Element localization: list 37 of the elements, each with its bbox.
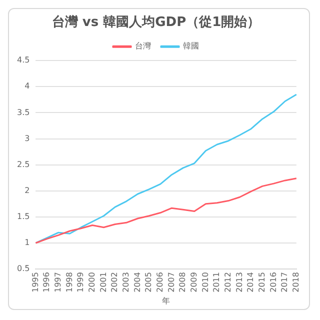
x-tick-label: 2017 — [280, 272, 290, 292]
x-tick-label: 2015 — [257, 272, 266, 292]
x-tick-label: 2009 — [189, 272, 198, 292]
x-tick-label: 1998 — [64, 272, 74, 292]
y-tick-label: 2.5 — [16, 160, 30, 169]
x-tick-label: 1997 — [53, 272, 62, 292]
y-tick-label: 2 — [24, 186, 30, 195]
y-tick-label: 4.5 — [16, 56, 30, 65]
x-tick-label: 2000 — [87, 272, 96, 292]
y-tick-label: 3 — [24, 134, 30, 143]
x-tick-label: 2018 — [291, 272, 300, 292]
legend-label: 台灣 — [135, 42, 151, 51]
x-tick-label: 2004 — [132, 272, 142, 292]
y-tick-label: 1 — [24, 238, 30, 248]
x-tick-label: 2008 — [178, 272, 188, 292]
x-tick-label: 2003 — [121, 272, 130, 292]
chart-title: 台灣 vs 韓國人均GDP（從1開始） — [52, 14, 260, 30]
x-axis-title: 年 — [162, 296, 170, 306]
x-tick-label: 2007 — [166, 272, 176, 292]
y-tick-label: 3.5 — [16, 108, 30, 117]
x-tick-label: 1995 — [30, 272, 40, 292]
x-tick-label: 2002 — [110, 272, 120, 292]
x-tick-label: 1996 — [42, 272, 52, 292]
x-tick-label: 1999 — [76, 272, 86, 292]
y-tick-label: 1.5 — [16, 212, 30, 222]
y-tick-label: 4 — [24, 82, 30, 91]
x-tick-label: 2010 — [200, 272, 210, 292]
x-tick-label: 2011 — [212, 272, 222, 292]
x-tick-label: 2013 — [234, 272, 244, 292]
y-tick-label: 0.5 — [16, 264, 30, 274]
x-tick-label: 2001 — [98, 272, 108, 292]
x-tick-label: 2005 — [144, 272, 154, 292]
x-tick-label: 2006 — [155, 272, 164, 292]
x-tick-label: 2016 — [268, 272, 278, 292]
legend-label: 韓國 — [183, 42, 199, 51]
x-tick-label: 2012 — [223, 272, 232, 292]
x-tick-label: 2014 — [246, 272, 256, 292]
